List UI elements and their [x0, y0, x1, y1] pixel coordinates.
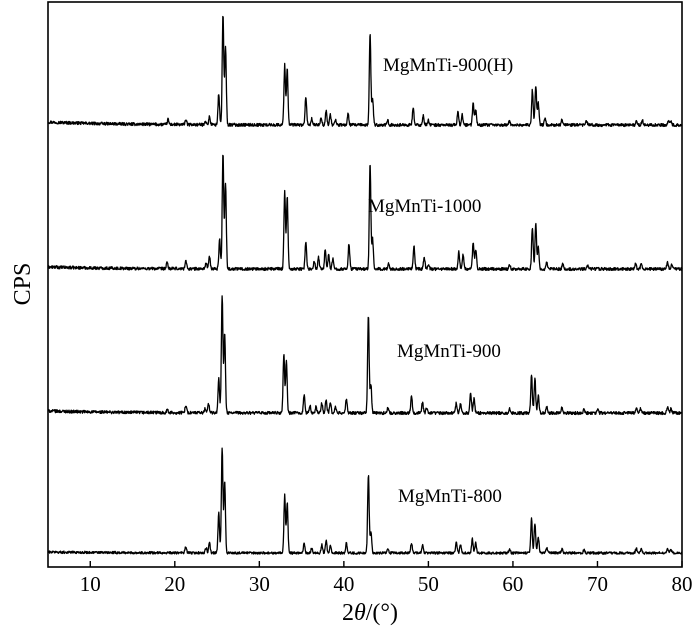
x-axis-label-symbol: θ: [354, 600, 366, 626]
x-tick-label: 20: [164, 572, 185, 596]
plot-frame: [47, 1, 683, 568]
y-axis-label: CPS: [10, 263, 36, 306]
series-label-900h: MgMnTi-900(H): [383, 55, 513, 76]
series-label-1000: MgMnTi-1000: [368, 196, 481, 217]
x-tick-label: 80: [672, 572, 693, 596]
series-label-900: MgMnTi-900: [397, 341, 501, 362]
series-line: [47, 15, 683, 128]
x-ticks: 10 20 30 40 50 60 70 80: [80, 561, 693, 596]
x-tick-label: 40: [333, 572, 354, 596]
x-axis-label-prefix: 2: [342, 600, 354, 626]
x-axis-label-suffix: /(°): [366, 600, 398, 626]
series-line: [47, 447, 683, 555]
series-line: [47, 154, 683, 272]
x-tick-label: 70: [587, 572, 608, 596]
x-axis-label: 2θ/(°): [342, 600, 398, 626]
x-tick-label: 30: [249, 572, 270, 596]
x-tick-label: 10: [80, 572, 101, 596]
series-line: [47, 295, 683, 416]
series-label-800: MgMnTi-800: [398, 486, 502, 507]
x-tick-label: 50: [418, 572, 439, 596]
x-tick-label: 60: [502, 572, 523, 596]
series-layer: [47, 15, 683, 555]
